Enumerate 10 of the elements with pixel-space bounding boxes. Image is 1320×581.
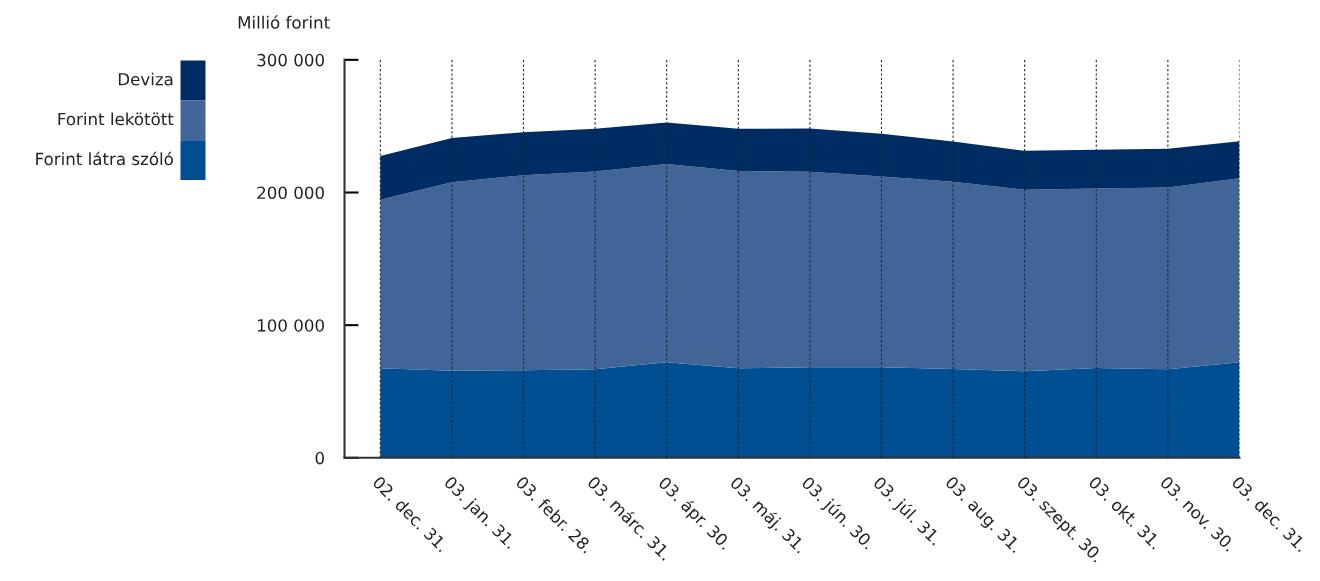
- y-tick-label: 200 000: [257, 186, 324, 200]
- y-tick-label: 300 000: [257, 53, 324, 67]
- x-tick-label: 03. jún. 30.: [801, 475, 872, 550]
- x-tick-label: 03. júl. 31.: [870, 475, 943, 548]
- y-tick-label: 100 000: [257, 319, 324, 332]
- legend-label: Forint lekötött: [58, 112, 174, 126]
- legend-label: Forint látra szóló: [36, 151, 173, 166]
- legend-label: Deviza: [118, 72, 173, 86]
- y-tick-label: 0: [315, 451, 324, 465]
- y-axis-title: Millió forint: [238, 15, 330, 29]
